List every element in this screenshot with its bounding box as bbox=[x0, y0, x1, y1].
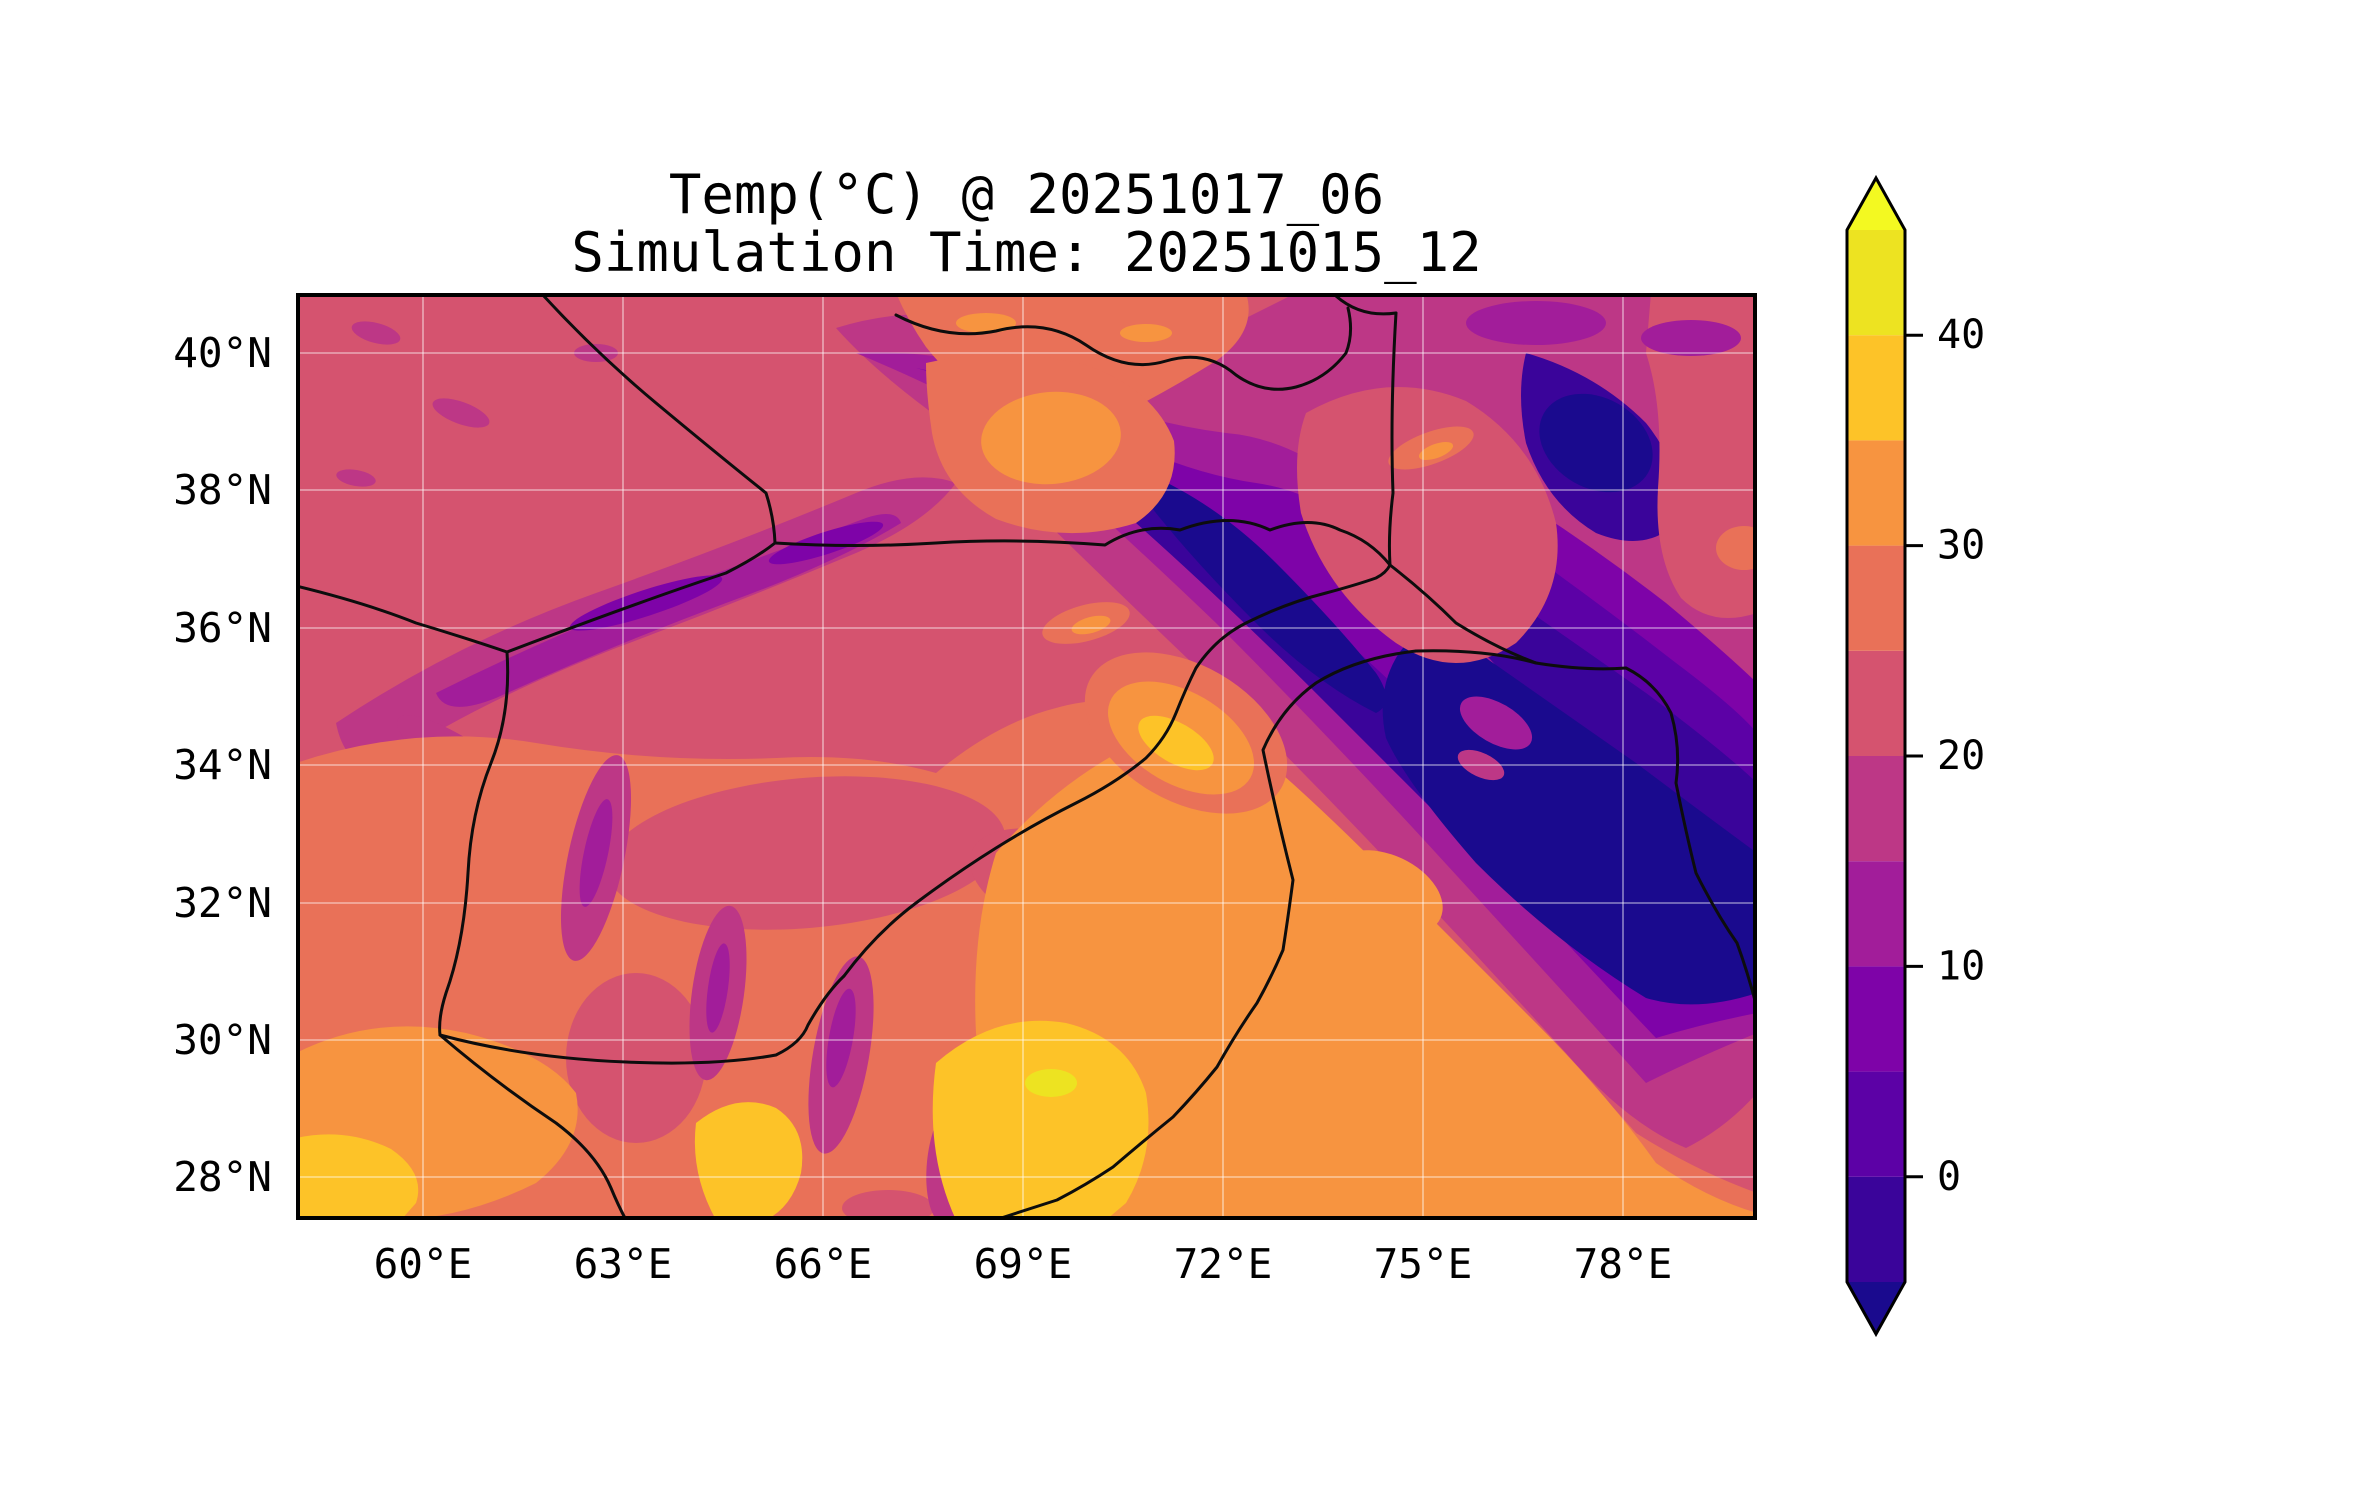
colorbar-segment bbox=[1847, 545, 1905, 651]
colorbar-segment bbox=[1847, 861, 1905, 967]
colorbar-tick-label: 10 bbox=[1937, 943, 1985, 989]
colorbar-segment bbox=[1847, 335, 1905, 441]
colorbar-segment bbox=[1847, 1071, 1905, 1177]
colorbar-over-arrow bbox=[1847, 178, 1905, 230]
y-tick-label: 38°N bbox=[173, 466, 272, 514]
colorbar-segment bbox=[1847, 440, 1905, 546]
temperature-contour-map bbox=[296, 293, 1757, 1220]
contour-fill-regions bbox=[296, 293, 1757, 1220]
colorbar-outline bbox=[1845, 174, 1907, 1338]
colorbar-tick-label: 0 bbox=[1937, 1154, 1961, 1200]
y-tick-label: 36°N bbox=[173, 604, 272, 652]
x-tick-label: 63°E bbox=[573, 1240, 673, 1288]
colorbar-segments bbox=[1847, 178, 1905, 1334]
colorbar-tick-label: 20 bbox=[1937, 733, 1985, 779]
x-tick-label: 69°E bbox=[973, 1240, 1073, 1288]
country-borders bbox=[296, 293, 1757, 1220]
chart-title: Temp(°C) @ 20251017_06 bbox=[668, 163, 1385, 226]
colorbar-segment bbox=[1847, 756, 1905, 862]
x-tick-label: 78°E bbox=[1573, 1240, 1673, 1288]
colorbar-tick-label: 30 bbox=[1937, 523, 1985, 569]
x-tick-label: 72°E bbox=[1173, 1240, 1273, 1288]
colorbar-segment bbox=[1847, 230, 1905, 336]
x-tick-label: 75°E bbox=[1373, 1240, 1473, 1288]
y-tick-label: 30°N bbox=[173, 1016, 272, 1064]
colorbar-ticks: 0 10 20 30 40 bbox=[1905, 312, 1985, 1200]
y-tick-label: 34°N bbox=[173, 741, 272, 789]
colorbar-tick-label: 40 bbox=[1937, 312, 1985, 358]
x-tick-label: 66°E bbox=[773, 1240, 873, 1288]
y-tick-label: 32°N bbox=[173, 879, 272, 927]
colorbar-under-arrow bbox=[1847, 1282, 1905, 1334]
lat-lon-gridlines bbox=[296, 293, 1757, 1220]
chart-subtitle: Simulation Time: 20251015_12 bbox=[571, 221, 1482, 284]
colorbar-segment bbox=[1847, 650, 1905, 756]
y-tick-label: 40°N bbox=[173, 329, 272, 377]
plot-frame bbox=[296, 293, 1757, 1220]
y-tick-label: 28°N bbox=[173, 1153, 272, 1201]
x-tick-label: 60°E bbox=[373, 1240, 473, 1288]
colorbar: 0 10 20 30 40 bbox=[1845, 174, 1985, 1338]
colorbar-segment bbox=[1847, 966, 1905, 1072]
colorbar-segment bbox=[1847, 1176, 1905, 1282]
